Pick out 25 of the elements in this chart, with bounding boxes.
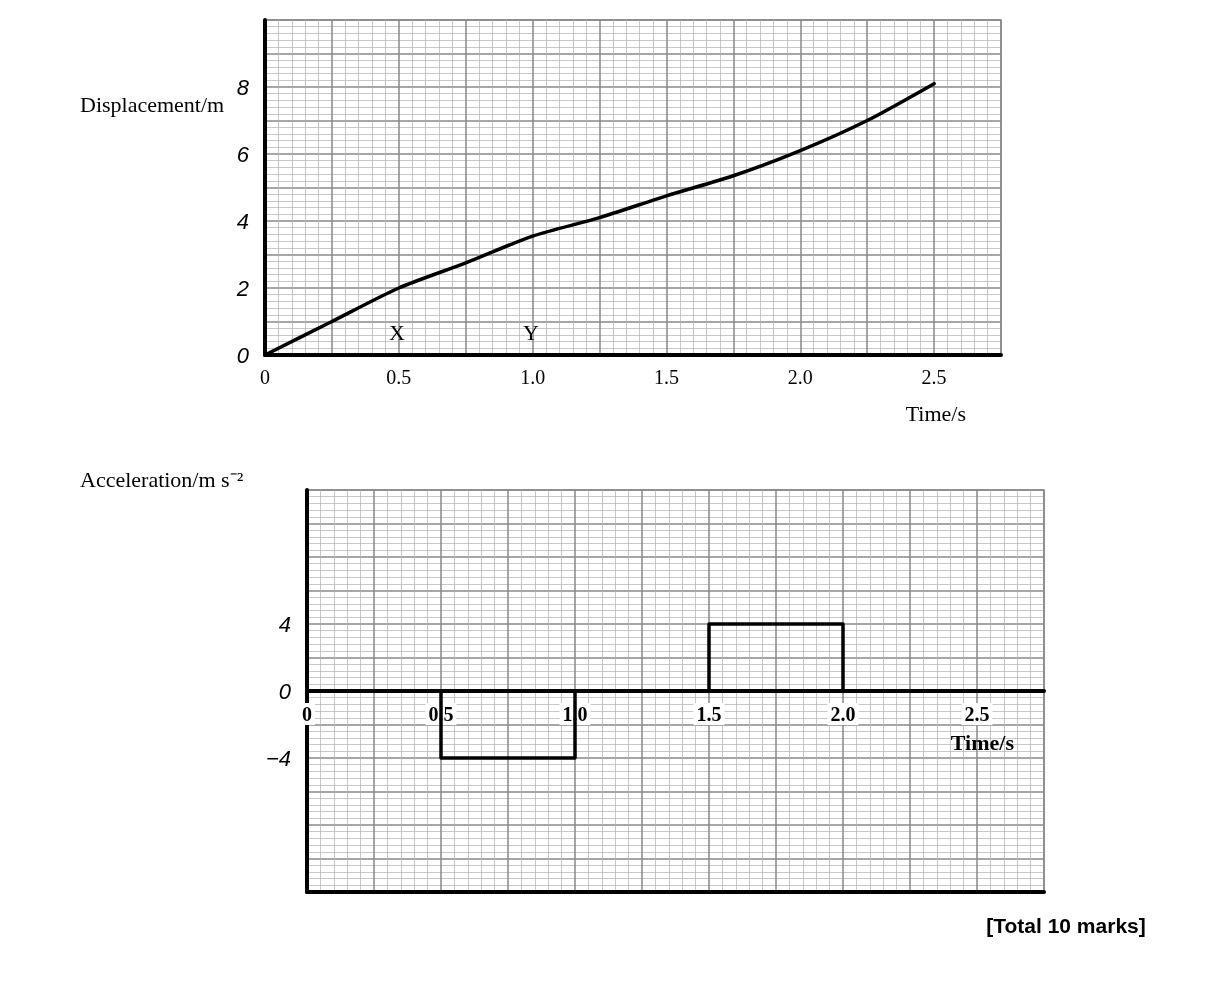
x-tick-label: 0.5 [386, 366, 412, 388]
x-axis-title: Time/s [950, 729, 1015, 755]
annotation: Y [523, 319, 540, 345]
annotation: X [389, 319, 406, 345]
x-tick-label: 0 [260, 366, 270, 388]
x-axis-title: Time/s [905, 400, 966, 426]
text: [Total 10 marks] [986, 913, 1146, 937]
y-tick-label: −4 [265, 745, 291, 771]
y-tick-label: 4 [236, 208, 249, 234]
x-tick-label: 1.5 [653, 366, 679, 388]
y-tick-label: 4 [278, 611, 291, 637]
x-tick-label: 2.5 [921, 366, 947, 388]
y-axis-title: Acceleration/m s⁻² [80, 466, 244, 492]
x-tick-label: 1.0 [520, 366, 546, 388]
y-tick-label: 6 [236, 141, 250, 167]
y-tick-label: 0 [278, 678, 292, 704]
y-tick-label: 2 [235, 275, 249, 301]
x-tick-label: 2.5 [964, 703, 990, 725]
x-tick-label: 2.0 [830, 703, 856, 725]
x-tick-label: 2.0 [787, 366, 813, 388]
x-tick-label: 1.5 [696, 703, 722, 725]
x-tick-label: 0 [302, 703, 312, 725]
y-tick-label: 0 [236, 342, 250, 368]
y-axis-title: Displacement/m [80, 91, 225, 117]
y-tick-label: 8 [236, 74, 250, 100]
